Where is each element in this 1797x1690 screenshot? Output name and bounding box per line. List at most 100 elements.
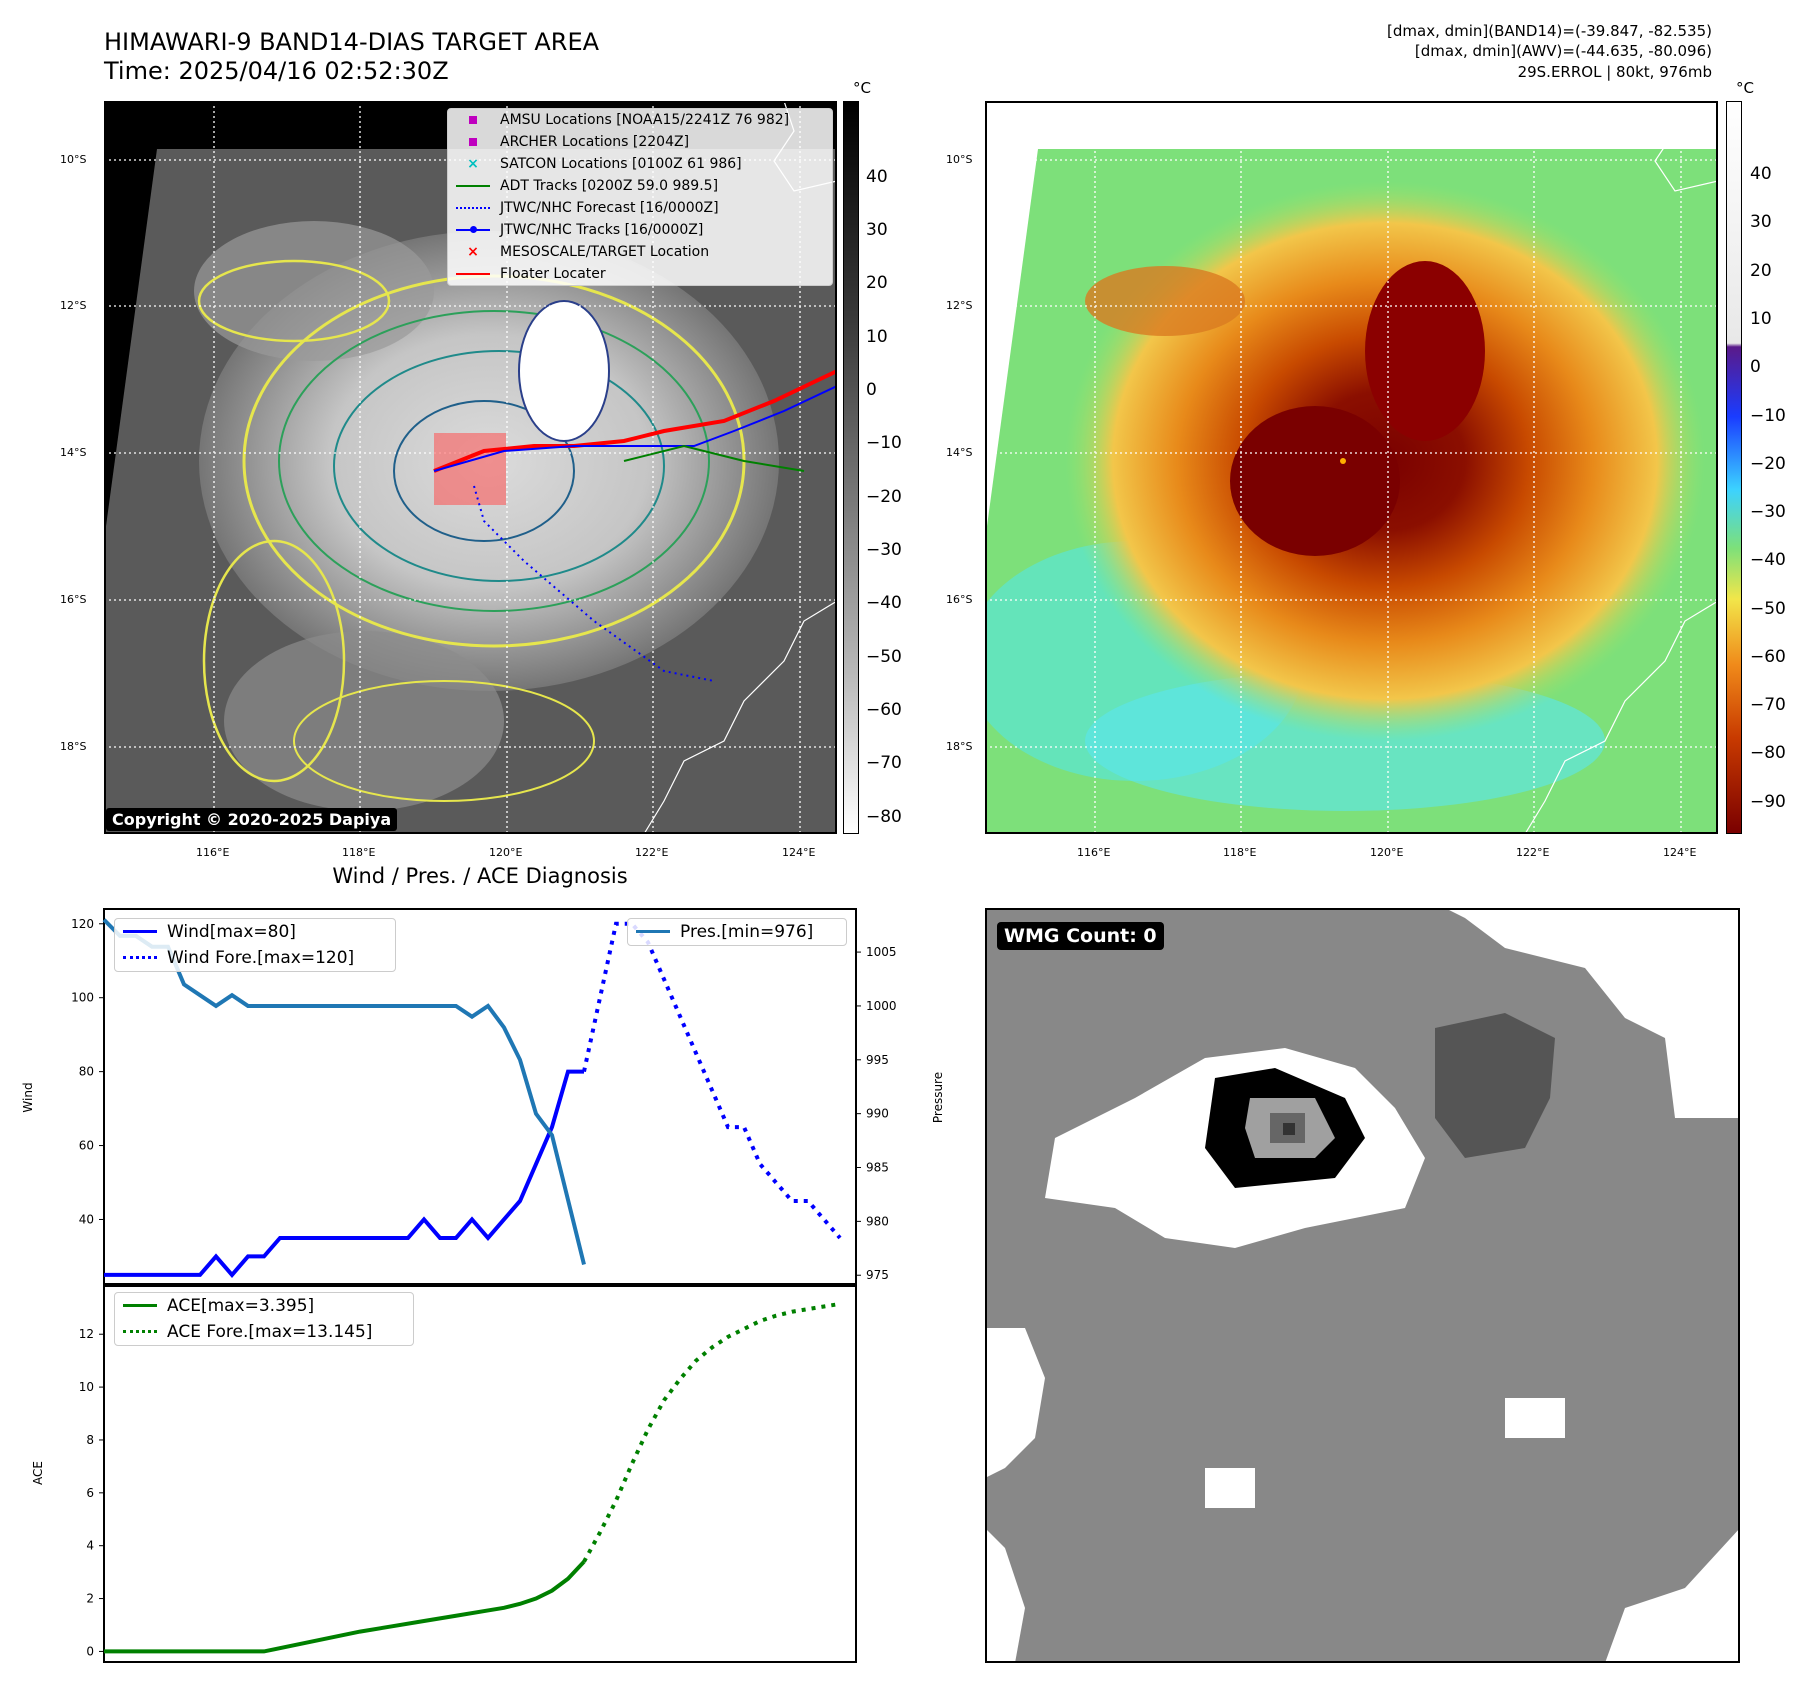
line-icon xyxy=(456,267,490,281)
lat-label: 16°S xyxy=(946,593,973,606)
colorbar-tick-label: −30 xyxy=(866,540,902,560)
lat-label: 16°S xyxy=(60,593,87,606)
ir-colorbar xyxy=(843,101,859,834)
ir-map-panel: AMSU Locations [NOAA15/2241Z 76 982] ARC… xyxy=(104,101,837,834)
line-icon xyxy=(456,179,490,193)
y2-tick-label: 995 xyxy=(866,1053,889,1067)
line-icon xyxy=(123,925,157,939)
line-icon xyxy=(636,925,670,939)
lon-label: 122°E xyxy=(635,846,669,859)
colorbar-tick-label: −30 xyxy=(1750,502,1786,523)
lat-label: 14°S xyxy=(946,446,973,459)
legend-item-wind: Wind[max=80] xyxy=(115,919,395,945)
legend-item-floater: Floater Locater xyxy=(448,263,832,285)
series-line-2 xyxy=(102,918,586,1265)
chart-title: HIMAWARI-9 BAND14-DIAS TARGET AREA xyxy=(104,28,600,56)
copyright-badge: Copyright © 2020-2025 Dapiya xyxy=(106,808,398,831)
colorbar-tick-label: −70 xyxy=(1750,695,1786,716)
wmg-panel: WMG Count: 0 xyxy=(985,908,1740,1663)
ace-legend: ACE[max=3.395] ACE Fore.[max=13.145] xyxy=(114,1292,414,1346)
ace-chart: 0 2 4 6 8 10 12 ACE xyxy=(31,1283,857,1663)
line-icon xyxy=(123,1299,157,1313)
legend-item-archer: ARCHER Locations [2204Z] xyxy=(448,131,832,153)
colorbar-tick-label: −70 xyxy=(866,753,902,774)
legend-item-amsu: AMSU Locations [NOAA15/2241Z 76 982] xyxy=(448,109,832,131)
dotted-line-icon xyxy=(456,201,490,215)
lon-label: 118°E xyxy=(1223,846,1257,859)
legend-item-satcon: × SATCON Locations [0100Z 61 986] xyxy=(448,153,832,175)
y-tick-label: 120 xyxy=(71,917,94,931)
colorbar-tick-label: −20 xyxy=(1750,453,1786,474)
lon-label: 122°E xyxy=(1516,846,1550,859)
lon-label: 124°E xyxy=(782,846,816,859)
colorbar-tick-label: −40 xyxy=(1750,550,1786,571)
y-tick-label: 60 xyxy=(79,1139,94,1153)
pressure-legend: Pres.[min=976] xyxy=(627,918,847,946)
y2-tick-label: 985 xyxy=(866,1161,889,1175)
legend-item-forecast: JTWC/NHC Forecast [16/0000Z] xyxy=(448,197,832,219)
legend-item-wind-forecast: Wind Fore.[max=120] xyxy=(115,945,395,971)
legend-item-tracks: JTWC/NHC Tracks [16/0000Z] xyxy=(448,219,832,241)
y-tick-label: 80 xyxy=(79,1065,94,1079)
lon-label: 116°E xyxy=(196,846,230,859)
colorbar-unit: °C xyxy=(853,79,871,97)
colorbar-tick-label: −10 xyxy=(1750,405,1786,426)
wmg-count-badge: WMG Count: 0 xyxy=(997,922,1164,950)
lat-label: 12°S xyxy=(946,299,973,312)
colorbar-tick-label: 30 xyxy=(1750,212,1772,233)
colorbar-tick-label: 20 xyxy=(1750,260,1772,281)
plot-frame xyxy=(103,908,857,1287)
y2-axis-label: Pressure xyxy=(931,1072,945,1123)
y2-tick-label: 1005 xyxy=(866,945,897,959)
lon-label: 116°E xyxy=(1077,846,1111,859)
series-line-1 xyxy=(582,921,842,1240)
lon-label: 120°E xyxy=(489,846,523,859)
x-marker-icon: × xyxy=(467,156,479,172)
colorbar-tick-label: 20 xyxy=(866,273,888,294)
wmg-image xyxy=(985,908,1740,1663)
y-tick-label: 40 xyxy=(79,1212,94,1226)
colorbar-tick-label: −60 xyxy=(866,700,902,720)
y-tick-label: 10 xyxy=(79,1380,94,1394)
awv-map-image xyxy=(985,101,1718,834)
y-tick-label: 0 xyxy=(86,1644,94,1658)
colorbar-tick-label: −40 xyxy=(866,593,902,614)
colorbar-tick-label: 40 xyxy=(866,166,888,187)
square-marker-icon xyxy=(456,113,490,127)
colorbar-tick-label: 40 xyxy=(1750,164,1772,185)
dmax-awv: [dmax, dmin](AWV)=(-44.635, -80.096) xyxy=(1414,42,1712,60)
lon-label: 124°E xyxy=(1663,846,1697,859)
awv-map-panel xyxy=(985,101,1718,834)
wind-pressure-chart: 40 60 80 100 120 975 980 985 990 995 1000 1005 Press… xyxy=(21,908,945,1287)
lon-label: 118°E xyxy=(342,846,376,859)
colorbar-tick-label: 0 xyxy=(866,380,877,400)
plot-frame xyxy=(103,1283,857,1663)
series-line-0 xyxy=(104,1560,586,1654)
lon-label: 120°E xyxy=(1370,846,1404,859)
colorbar-tick-label: −80 xyxy=(1750,743,1786,764)
map-legend: AMSU Locations [NOAA15/2241Z 76 982] ARC… xyxy=(447,108,833,286)
lat-label: 18°S xyxy=(946,740,973,753)
lat-label: 12°S xyxy=(60,299,87,312)
dmax-band14: [dmax, dmin](BAND14)=(-39.847, -82.535) xyxy=(1387,22,1712,40)
legend-item-target: × MESOSCALE/TARGET Location xyxy=(448,241,832,263)
diagnosis-title: Wind / Pres. / ACE Diagnosis xyxy=(332,864,628,888)
y-tick-label: 12 xyxy=(79,1327,94,1341)
lat-label: 14°S xyxy=(60,446,87,459)
wind-legend: Wind[max=80] Wind Fore.[max=120] xyxy=(114,918,396,972)
colorbar-tick-label: 10 xyxy=(1750,308,1772,329)
colorbar-tick-label: −20 xyxy=(866,486,902,507)
lat-label: 18°S xyxy=(60,740,87,753)
dotted-line-icon xyxy=(123,951,157,965)
y2-tick-label: 1000 xyxy=(866,999,897,1013)
series-line-1 xyxy=(582,1301,841,1563)
awv-colorbar xyxy=(1726,101,1742,834)
colorbar-tick-label: −50 xyxy=(1750,598,1786,619)
y-tick-label: 4 xyxy=(86,1539,94,1553)
series-line-0 xyxy=(104,1069,584,1278)
colorbar-tick-label: −10 xyxy=(866,433,902,454)
y2-tick-label: 990 xyxy=(866,1107,889,1121)
storm-id: 29S.ERROL | 80kt, 976mb xyxy=(1517,63,1712,81)
y-tick-label: 2 xyxy=(86,1592,94,1606)
colorbar-tick-label: 30 xyxy=(866,220,888,240)
